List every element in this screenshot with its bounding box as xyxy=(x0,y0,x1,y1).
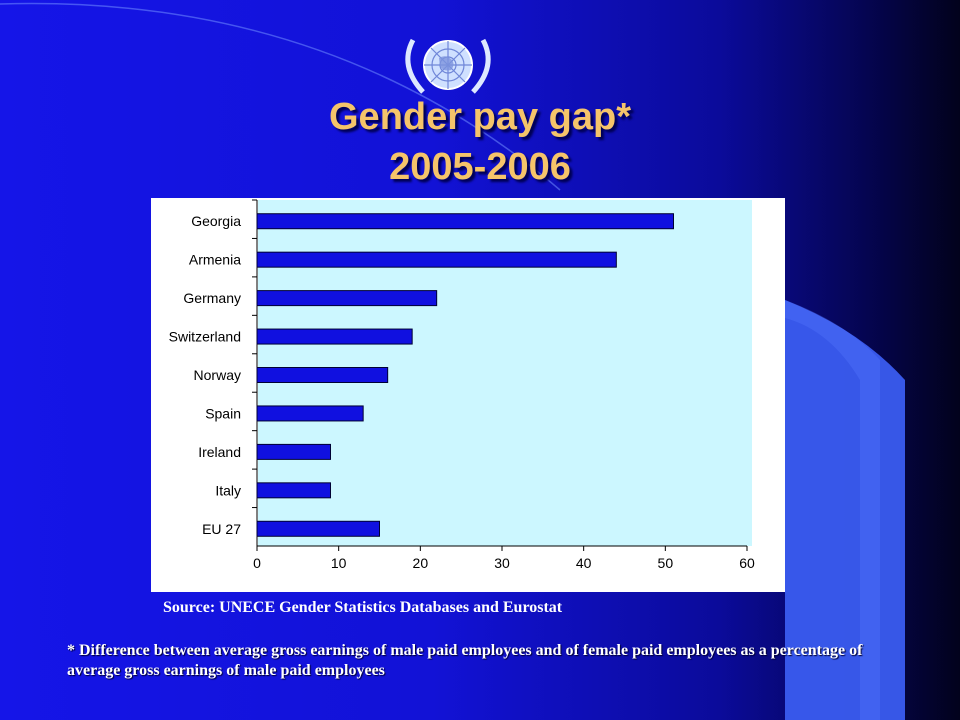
lower-right-swoosh xyxy=(785,300,905,720)
bar-norway xyxy=(256,367,389,383)
bar-spain xyxy=(256,405,364,422)
bar-italy xyxy=(256,482,331,499)
bar-georgia xyxy=(256,213,674,230)
x-tick-label-20: 20 xyxy=(413,555,429,571)
category-label-eu-27: EU 27 xyxy=(202,521,241,537)
category-label-switzerland: Switzerland xyxy=(169,329,241,345)
category-label-germany: Germany xyxy=(183,290,241,306)
x-tick-label-60: 60 xyxy=(739,555,755,571)
bar-ireland xyxy=(256,443,331,460)
un-emblem-icon xyxy=(405,38,491,94)
bars-layer xyxy=(256,213,674,537)
x-tick-label-50: 50 xyxy=(658,555,674,571)
source-note: Source: UNECE Gender Statistics Database… xyxy=(163,599,563,616)
category-label-georgia: Georgia xyxy=(191,213,241,229)
category-label-armenia: Armenia xyxy=(189,252,241,268)
category-label-italy: Italy xyxy=(215,482,241,498)
x-ticks-layer: 0 10 20 30 40 50 60 xyxy=(253,546,755,571)
bar-chart-panel: Georgia Armenia Germany Switzerland Norway Sp… xyxy=(151,198,785,592)
category-label-norway: Norway xyxy=(194,367,241,383)
x-tick-label-10: 10 xyxy=(331,555,347,571)
x-tick-label-30: 30 xyxy=(494,555,510,571)
lower-right-swoosh-highlight xyxy=(785,300,880,720)
bar-germany xyxy=(256,290,438,307)
bar-armenia xyxy=(256,251,617,268)
slide-title: Gender pay gap* xyxy=(329,96,631,138)
bar-switzerland xyxy=(256,328,413,345)
top-arc xyxy=(0,2,561,191)
slide-subtitle-years: 2005-2006 xyxy=(389,146,571,188)
x-tick-label-40: 40 xyxy=(576,555,592,571)
footnote-definition: * Difference between average gross earni… xyxy=(67,642,863,679)
category-labels-layer: Georgia Armenia Germany Switzerland Norway Sp… xyxy=(169,199,257,537)
bar-eu-27 xyxy=(256,520,380,537)
category-label-spain: Spain xyxy=(205,405,241,421)
category-label-ireland: Ireland xyxy=(198,444,241,460)
bar-chart: Georgia Armenia Germany Switzerland Norway Sp… xyxy=(169,199,755,571)
x-tick-label-0: 0 xyxy=(253,555,261,571)
